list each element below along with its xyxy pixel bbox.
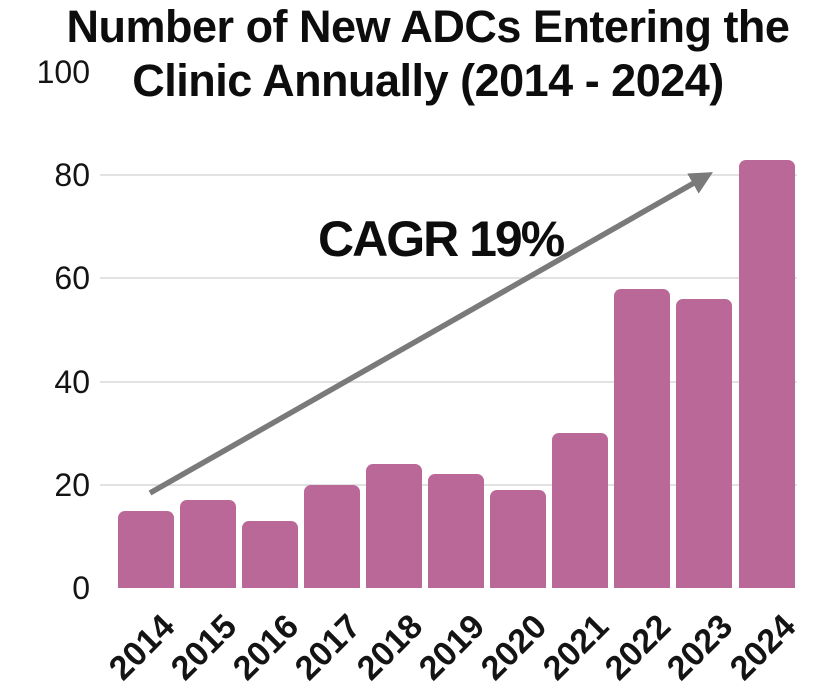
bar-2021 — [552, 433, 609, 588]
gridline-60 — [100, 277, 797, 280]
y-tick-label-100: 100 — [36, 54, 90, 90]
y-tick-label-40: 40 — [54, 363, 90, 400]
bar-2023 — [676, 299, 733, 588]
bar-2019 — [428, 474, 484, 588]
cagr-annotation: CAGR 19% — [318, 211, 565, 267]
gridline-80 — [100, 174, 797, 177]
bar-2016 — [241, 520, 298, 588]
y-tick-label-0: 0 — [72, 570, 90, 606]
y-tick-label-60: 60 — [54, 260, 90, 297]
bar-2014 — [117, 510, 174, 588]
gridline-40 — [100, 380, 797, 383]
y-tick-label-80: 80 — [54, 157, 90, 194]
chart-title-line2: Clinic Annually (2014 - 2024) — [132, 55, 724, 106]
bar-2020 — [490, 489, 547, 588]
y-tick-label-20: 20 — [54, 466, 90, 503]
chart-title: Number of New ADCs Entering the Clinic A… — [48, 0, 808, 108]
bar-2017 — [303, 484, 360, 588]
bar-2018 — [365, 464, 422, 588]
bar-2022 — [614, 288, 671, 588]
chart-title-line1: Number of New ADCs Entering the — [66, 1, 790, 52]
bar-2024 — [738, 159, 795, 588]
bar-2015 — [179, 500, 236, 588]
